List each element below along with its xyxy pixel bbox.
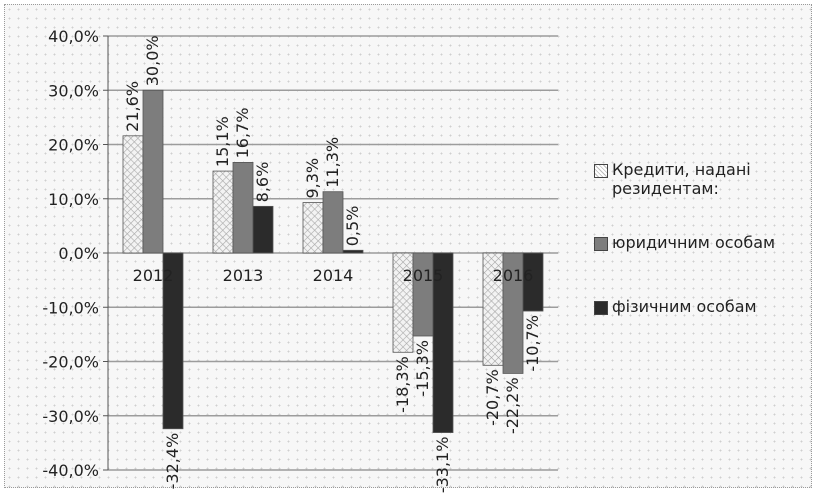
y-tick-label: -40,0%	[42, 461, 99, 480]
legend-label-legal-entities: юридичним особам	[612, 233, 776, 252]
legend-line: резидентам:	[612, 179, 719, 198]
data-label: 8,6%	[253, 162, 272, 203]
data-label: -18,3%	[393, 356, 412, 413]
y-tick-label: 40,0%	[48, 27, 99, 46]
data-label: -22,2%	[503, 377, 522, 434]
chart-frame	[4, 4, 812, 488]
bar-2012-series-0	[122, 135, 144, 254]
y-tick-label: -30,0%	[42, 407, 99, 426]
x-tick-label: 2015	[403, 266, 444, 285]
y-tick-label: 10,0%	[48, 190, 99, 209]
y-tick-label: -10,0%	[42, 298, 99, 317]
legend-label-credits: Кредити, надані резидентам:	[612, 160, 751, 198]
x-tick-label: 2013	[223, 266, 264, 285]
bars	[122, 89, 544, 433]
data-label: -10,7%	[523, 315, 542, 372]
data-label: -15,3%	[413, 340, 432, 397]
bar-2013-series-2	[252, 205, 274, 254]
legend-swatch-individuals	[594, 301, 608, 315]
x-tick-label: 2014	[313, 266, 354, 285]
bar-2014-series-1	[322, 191, 344, 254]
y-tick-label: -20,0%	[42, 353, 99, 372]
data-labels: 21,6% 15,1% 9,3% -18,3% -20,7% 30,0% 16,7% 11,3…	[123, 35, 542, 493]
data-label: 9,3%	[303, 158, 322, 199]
bar-2015-series-2	[432, 252, 454, 433]
legend-label-individuals: фізичним особам	[612, 297, 757, 316]
data-label: -32,4%	[163, 433, 182, 490]
data-label: 21,6%	[123, 81, 142, 132]
data-label: 30,0%	[143, 35, 162, 86]
x-tick-label: 2016	[493, 266, 534, 285]
legend-swatch-credits	[594, 164, 608, 178]
data-label: 16,7%	[233, 108, 252, 159]
data-label: 0,5%	[343, 206, 362, 247]
y-tick-label: 30,0%	[48, 81, 99, 100]
bar-2016-series-1	[502, 252, 524, 374]
data-label: -20,7%	[483, 369, 502, 426]
bar-2012-series-2	[162, 252, 184, 430]
y-tick-label: 0,0%	[58, 244, 99, 263]
bar-2013-series-1	[232, 162, 254, 254]
x-tick-label: 2012	[133, 266, 174, 285]
y-axis: 40,0% 30,0% 20,0% 10,0% 0,0% -10,0% -20,0% -30,…	[42, 27, 109, 480]
data-label: 15,1%	[213, 116, 232, 167]
legend-item-individuals: фізичним особам	[594, 297, 757, 316]
bar-2014-series-2	[342, 249, 364, 254]
data-label: 11,3%	[323, 137, 342, 188]
legend-item-legal-entities: юридичним особам	[594, 233, 775, 252]
bar-2014-series-0	[302, 202, 324, 254]
bar-2013-series-0	[212, 170, 234, 254]
data-label: -33,1%	[433, 437, 452, 493]
legend-swatch-legal-entities	[594, 237, 608, 251]
bar-2012-series-1	[142, 89, 164, 254]
legend-line: Кредити, надані	[612, 160, 751, 179]
y-tick-label: 20,0%	[48, 136, 99, 155]
legend-item-credits: Кредити, надані резидентам:	[594, 160, 751, 198]
x-axis: 2012 2013 2014 2015 2016	[133, 266, 534, 285]
bar-2016-series-2	[522, 252, 544, 312]
